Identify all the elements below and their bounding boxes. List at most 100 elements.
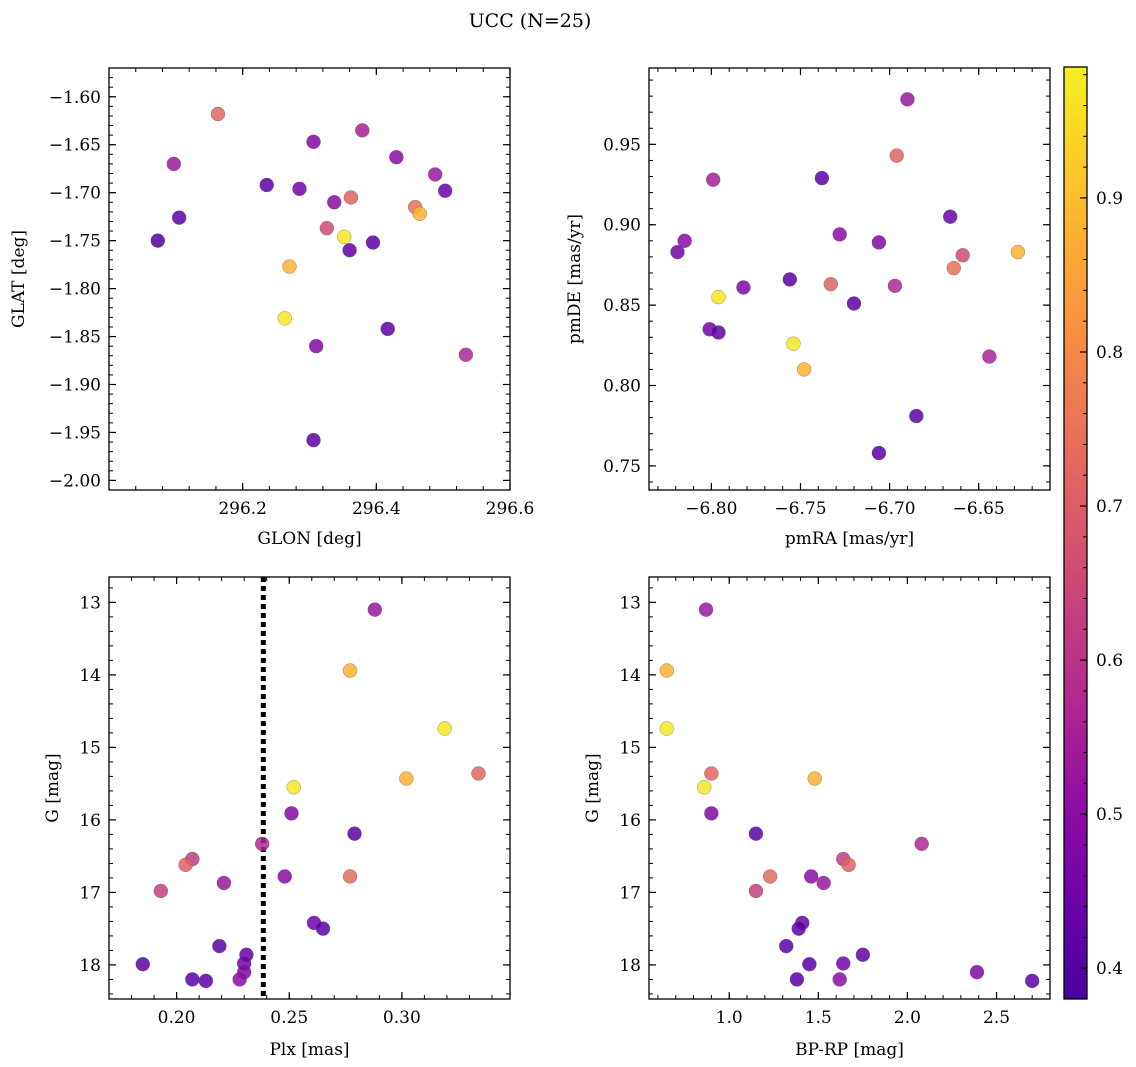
data-point bbox=[342, 663, 358, 678]
data-point bbox=[178, 857, 193, 873]
data-point bbox=[762, 869, 778, 884]
data-point bbox=[887, 278, 903, 294]
colorbar-frame bbox=[1063, 66, 1088, 1000]
data-point bbox=[171, 210, 187, 225]
x-tick-label: −6.70 bbox=[864, 499, 916, 519]
colorbar: 0.4 0.5 0.6 0.7 0.8 0.9 bbox=[1063, 66, 1123, 1000]
x-axis-label: BP-RP [mag] bbox=[795, 1040, 904, 1060]
axes-frame bbox=[648, 67, 1051, 491]
y-tick-label: 17 bbox=[619, 883, 641, 903]
y-tick-label: −1.60 bbox=[49, 88, 101, 108]
data-point bbox=[909, 408, 924, 424]
y-axis-label: pmDE [mas/yr] bbox=[565, 214, 585, 344]
y-tick-label: 16 bbox=[619, 811, 641, 831]
data-point bbox=[659, 663, 675, 678]
colorbar-gradient bbox=[1064, 67, 1087, 999]
data-point bbox=[458, 347, 474, 363]
data-point bbox=[198, 973, 214, 989]
data-point bbox=[437, 183, 453, 199]
colorbar-tick-label: 0.5 bbox=[1096, 805, 1123, 825]
y-tick-label: 13 bbox=[79, 593, 101, 613]
colorbar-tick-label: 0.9 bbox=[1096, 189, 1123, 209]
x-tick-label: 0.20 bbox=[158, 1008, 196, 1028]
data-point bbox=[343, 190, 359, 205]
data-point bbox=[185, 972, 200, 987]
data-point bbox=[796, 362, 812, 377]
y-axis-label: GLAT [deg] bbox=[9, 230, 29, 328]
x-tick-label: 1.5 bbox=[805, 1008, 832, 1028]
data-point bbox=[832, 972, 847, 987]
data-point bbox=[982, 349, 997, 364]
data-point bbox=[259, 177, 274, 193]
y-tick-label: 13 bbox=[619, 593, 641, 613]
y-axis-label: G [mag] bbox=[583, 753, 603, 822]
data-point bbox=[889, 148, 904, 163]
x-tick-label: 0.25 bbox=[270, 1008, 308, 1028]
data-point bbox=[823, 276, 839, 292]
data-point bbox=[955, 248, 970, 263]
data-point bbox=[399, 771, 414, 786]
x-tick-label: 296.6 bbox=[486, 499, 535, 519]
data-point bbox=[342, 869, 358, 884]
data-point bbox=[355, 123, 370, 138]
x-tick-label: −6.65 bbox=[953, 499, 1005, 519]
data-point bbox=[315, 921, 331, 936]
data-point bbox=[814, 170, 830, 186]
data-point bbox=[914, 836, 929, 852]
y-tick-label: 15 bbox=[619, 738, 641, 758]
data-point bbox=[365, 235, 381, 250]
y-tick-label: −1.70 bbox=[49, 184, 101, 204]
y-tick-label: −1.90 bbox=[49, 376, 101, 396]
data-point bbox=[832, 227, 847, 242]
y-tick-label: −1.95 bbox=[49, 423, 101, 443]
data-point bbox=[791, 921, 806, 936]
x-tick-label: 0.30 bbox=[383, 1008, 421, 1028]
x-tick-label: −6.75 bbox=[774, 499, 826, 519]
y-tick-label: −1.65 bbox=[49, 136, 101, 156]
panel-bprp-g: BP-RP [mag] G [mag] 1.0 1.5 2.0 2.5 13 14 15 16… bbox=[583, 576, 1051, 1060]
data-point bbox=[347, 826, 362, 841]
data-point bbox=[855, 947, 871, 963]
data-point bbox=[789, 972, 805, 987]
panel-glon-glat: GLON [deg] GLAT [deg] 296.2 296.4 296.6 −1.… bbox=[9, 67, 535, 549]
data-point bbox=[670, 244, 685, 260]
data-point bbox=[871, 445, 887, 461]
x-tick-label: 2.5 bbox=[983, 1008, 1010, 1028]
data-point bbox=[969, 964, 985, 980]
data-point bbox=[337, 229, 352, 245]
data-point bbox=[942, 209, 958, 224]
data-point bbox=[1010, 244, 1026, 260]
y-tick-label: 17 bbox=[79, 883, 101, 903]
data-point bbox=[900, 92, 915, 107]
data-point bbox=[471, 766, 486, 781]
data-point bbox=[782, 272, 798, 287]
y-tick-label: 0.90 bbox=[603, 216, 641, 236]
data-point bbox=[306, 134, 321, 150]
data-point bbox=[286, 780, 301, 795]
data-point bbox=[786, 336, 801, 351]
axes-frame bbox=[108, 576, 511, 1000]
data-point bbox=[282, 259, 297, 274]
x-tick-label: 296.2 bbox=[218, 499, 267, 519]
data-point bbox=[380, 321, 395, 337]
data-point bbox=[342, 242, 357, 258]
data-point bbox=[150, 233, 166, 248]
data-point bbox=[816, 875, 831, 891]
data-point bbox=[1024, 973, 1040, 989]
data-point bbox=[802, 956, 817, 972]
data-point bbox=[277, 311, 293, 326]
colorbar-tick-label: 0.7 bbox=[1096, 497, 1123, 517]
axes-frame bbox=[108, 67, 511, 491]
data-point bbox=[389, 149, 404, 165]
x-tick-label: 1.0 bbox=[716, 1008, 743, 1028]
x-axis-label: Plx [mas] bbox=[269, 1040, 349, 1060]
x-tick-label: −6.80 bbox=[685, 499, 737, 519]
data-point bbox=[946, 260, 962, 276]
data-point bbox=[210, 106, 226, 122]
data-point bbox=[704, 766, 719, 781]
y-tick-label: 0.80 bbox=[603, 377, 641, 397]
y-tick-label: 16 bbox=[79, 811, 101, 831]
data-point bbox=[841, 857, 856, 873]
x-axis-label: GLON [deg] bbox=[257, 529, 361, 549]
